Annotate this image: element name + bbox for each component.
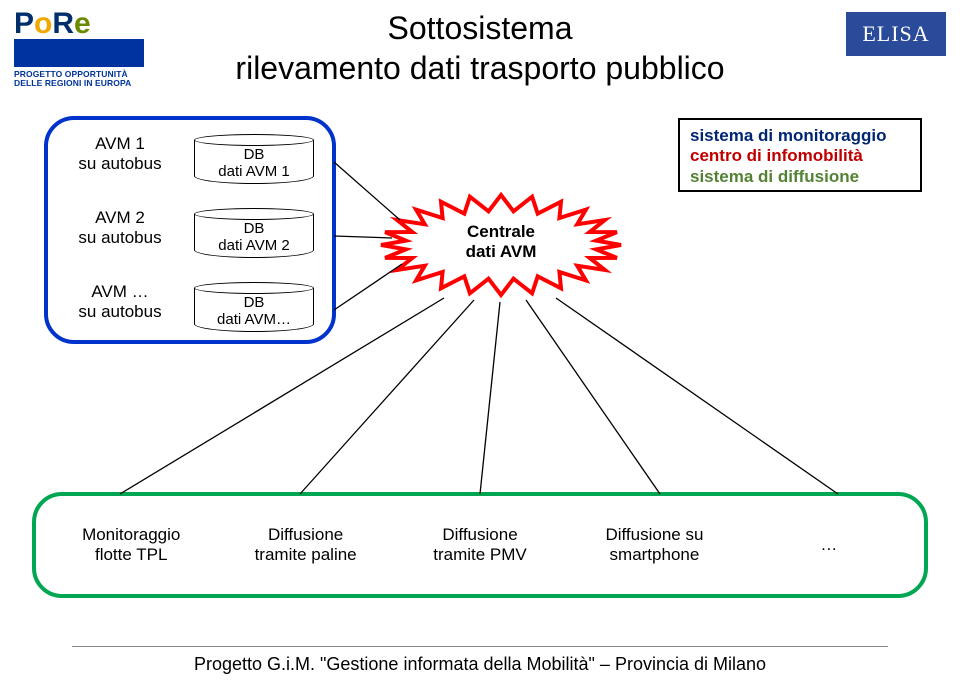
- burst-label: Centrale dati AVM: [376, 222, 626, 261]
- db-cylinder: DB dati AVM…: [194, 282, 314, 332]
- avm-label: AVM 2 su autobus: [62, 208, 178, 258]
- footer-divider: [72, 646, 888, 647]
- db-label: DB dati AVM 1: [194, 146, 314, 181]
- output-item: Diffusione tramite PMV: [393, 525, 567, 566]
- avm-label-l1: AVM 1: [95, 134, 145, 153]
- avm-label: AVM 1 su autobus: [62, 134, 178, 184]
- sys-line-info: centro di infomobilità: [690, 146, 910, 166]
- sys-line-monitor: sistema di monitoraggio: [690, 126, 910, 146]
- outputs-group: Monitoraggio flotte TPL Diffusione trami…: [32, 492, 928, 598]
- avm-row: AVM … su autobus DB dati AVM…: [62, 282, 326, 332]
- output-item: Diffusione su smartphone: [567, 525, 741, 566]
- avm-row: AVM 2 su autobus DB dati AVM 2: [62, 208, 326, 258]
- page-title: Sottosistema rilevamento dati trasporto …: [0, 8, 960, 88]
- avm-label: AVM … su autobus: [62, 282, 178, 332]
- avm-label-l2: su autobus: [78, 154, 161, 173]
- title-line2: rilevamento dati trasporto pubblico: [235, 50, 724, 86]
- central-data-starburst: Centrale dati AVM: [376, 190, 626, 300]
- avm-sources-group: AVM 1 su autobus DB dati AVM 1 AVM 2 su …: [44, 116, 336, 344]
- title-line1: Sottosistema: [388, 10, 573, 46]
- avm-row: AVM 1 su autobus DB dati AVM 1: [62, 134, 326, 184]
- sys-line-diff: sistema di diffusione: [690, 167, 910, 187]
- db-cylinder: DB dati AVM 1: [194, 134, 314, 184]
- output-item: Diffusione tramite paline: [218, 525, 392, 566]
- db-label: DB dati AVM 2: [194, 220, 314, 255]
- output-item: …: [742, 535, 916, 555]
- output-item: Monitoraggio flotte TPL: [44, 525, 218, 566]
- db-cylinder: DB dati AVM 2: [194, 208, 314, 258]
- db-label: DB dati AVM…: [194, 294, 314, 329]
- footer-text: Progetto G.i.M. "Gestione informata dell…: [0, 654, 960, 675]
- system-info-box: sistema di monitoraggio centro di infomo…: [678, 118, 922, 192]
